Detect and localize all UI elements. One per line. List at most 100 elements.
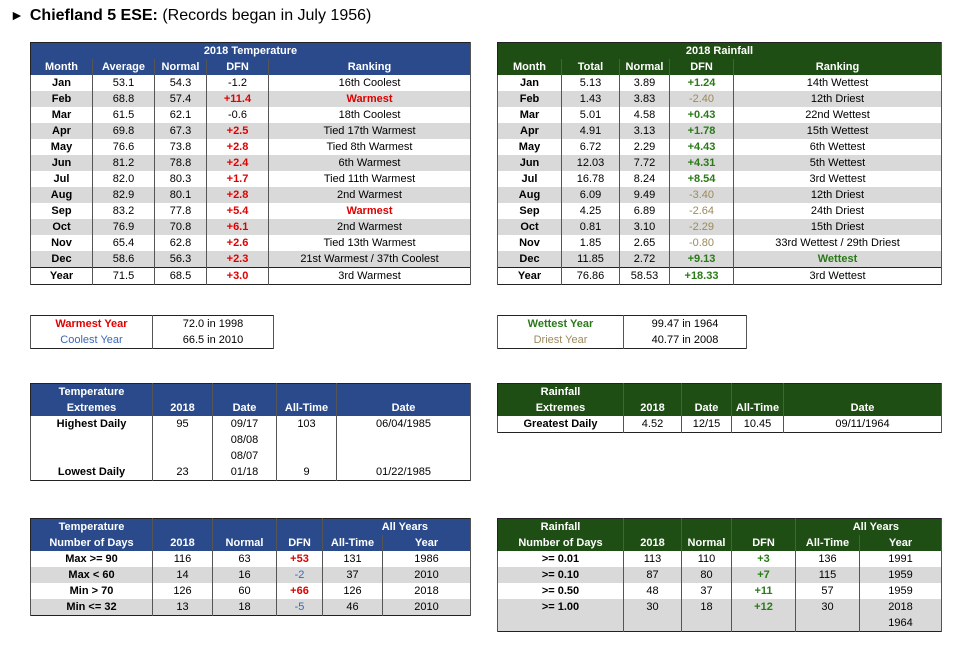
table-cell: 78.8: [154, 155, 207, 171]
driest-year-value: 40.77 in 2008: [623, 332, 747, 349]
temperature-extremes-table: Temperature Extremes 2018 Date All-Time Date…: [30, 383, 471, 481]
records-note: (Records began in July 1956): [162, 7, 372, 24]
temperature-year-records: Warmest Year 72.0 in 1998 Coolest Year 66.…: [30, 315, 274, 349]
table-cell: 15th Wettest: [733, 123, 942, 139]
table-cell: 1.43: [561, 91, 620, 107]
table-row: >= 0.01 113 110 +3 136 1991: [497, 551, 942, 567]
table-cell: +11.4: [206, 91, 269, 107]
date-cell: 09/11/1964: [783, 416, 942, 433]
table-row: Year 71.5 68.5 +3.0 3rd Warmest: [30, 267, 471, 285]
header-cell: 2018: [623, 535, 682, 551]
header-cell: Extremes: [30, 400, 153, 416]
row-label: Mar: [497, 107, 562, 123]
row-label: Jul: [497, 171, 562, 187]
table-cell: 30: [623, 599, 682, 615]
header-cell: Date: [336, 400, 471, 416]
table-cell: 12th Driest: [733, 91, 942, 107]
header-cell: DFN: [731, 535, 796, 551]
table-cell: 33rd Wettest / 29th Driest: [733, 235, 942, 251]
table-row: Jul 16.78 8.24 +8.54 3rd Wettest: [497, 171, 942, 187]
table-cell: 65.4: [92, 235, 155, 251]
table-cell: 1959: [859, 567, 942, 583]
table-cell: 1.85: [561, 235, 620, 251]
header-cell: Number of Days: [30, 535, 153, 551]
value-cell: 10.45: [731, 416, 784, 433]
table-row: Jun 12.03 7.72 +4.31 5th Wettest: [497, 155, 942, 171]
table-cell: 80.1: [154, 187, 207, 203]
value-cell: 4.52: [623, 416, 682, 433]
table-cell: -2: [276, 567, 323, 583]
table-cell: +11: [731, 583, 796, 599]
table-cell: 30: [795, 599, 860, 615]
table-cell: +9.13: [669, 251, 734, 268]
table-cell: 12.03: [561, 155, 620, 171]
table-cell: +66: [276, 583, 323, 599]
table-cell: +2.8: [206, 139, 269, 155]
table-cell: 113: [623, 551, 682, 567]
temperature-monthly-table: 2018 Temperature Month Average Normal DFN Ra…: [30, 42, 471, 285]
table-cell: 71.5: [92, 267, 155, 285]
table-cell: 18: [212, 599, 277, 616]
table-cell: +4.43: [669, 139, 734, 155]
rainfall-extremes-table: Rainfall Extremes 2018 Date All-Time Date Gr…: [497, 383, 942, 433]
header-cell: Normal: [154, 59, 207, 75]
header-cell: Normal: [619, 59, 670, 75]
row-label: Year: [497, 267, 562, 285]
table-caption: 2018 Temperature: [30, 42, 471, 59]
table-cell: +6.1: [206, 219, 269, 235]
table-cell: 14: [152, 567, 213, 583]
table-cell: +2.8: [206, 187, 269, 203]
header-cell: Rainfall: [497, 518, 624, 535]
row-label: Nov: [30, 235, 93, 251]
header-cell: DFN: [276, 535, 323, 551]
wettest-year-value: 99.47 in 1964: [623, 315, 747, 332]
table-row: Apr 69.8 67.3 +2.5 Tied 17th Warmest: [30, 123, 471, 139]
table-cell: 136: [795, 551, 860, 567]
table-cell: 16.78: [561, 171, 620, 187]
header-cell: Temperature: [30, 383, 153, 400]
table-cell: +7: [731, 567, 796, 583]
table-cell: 46: [322, 599, 383, 616]
row-label: Oct: [497, 219, 562, 235]
header-cell: All-Time: [322, 535, 383, 551]
table-cell: 110: [681, 551, 732, 567]
table-cell: 3rd Warmest: [268, 267, 471, 285]
header-cell: Date: [212, 400, 277, 416]
table-cell: +0.43: [669, 107, 734, 123]
table-row: >= 0.10 87 80 +7 115 1959: [497, 567, 942, 583]
table-header-row: Number of Days 2018 Normal DFN All-Time Year: [30, 535, 471, 551]
row-label: >= 0.10: [497, 567, 624, 583]
date-cell: 06/04/1985: [336, 416, 471, 432]
table-row: Min <= 32 13 18 -5 46 2010: [30, 599, 471, 616]
table-cell: 2nd Warmest: [268, 219, 471, 235]
table-cell: 3.13: [619, 123, 670, 139]
table-cell: 67.3: [154, 123, 207, 139]
table-row: Jan 53.1 54.3 -1.2 16th Coolest: [30, 75, 471, 91]
table-cell: 4.91: [561, 123, 620, 139]
table-cell: 18th Coolest: [268, 107, 471, 123]
table-cell: 1964: [859, 615, 942, 632]
table-cell: +3.0: [206, 267, 269, 285]
table-row: >= 1.00 30 18 +12 30 2018: [497, 599, 942, 615]
header-cell: Total: [561, 59, 620, 75]
header-cell: Ranking: [268, 59, 471, 75]
table-cell: 6.09: [561, 187, 620, 203]
table-cell: Tied 11th Warmest: [268, 171, 471, 187]
header-cell: Normal: [212, 535, 277, 551]
warmest-year-label: Warmest Year: [30, 315, 153, 332]
row-label: >= 0.50: [497, 583, 624, 599]
row-label: Aug: [30, 187, 93, 203]
table-cell: 73.8: [154, 139, 207, 155]
coolest-year-label: Coolest Year: [30, 332, 153, 349]
table-cell: 82.0: [92, 171, 155, 187]
table-cell: 116: [152, 551, 213, 567]
table-row: May 6.72 2.29 +4.43 6th Wettest: [497, 139, 942, 155]
row-label: Year: [30, 267, 93, 285]
table-cell: 2.29: [619, 139, 670, 155]
header-cell: Year: [382, 535, 471, 551]
table-cell: 3rd Wettest: [733, 267, 942, 285]
table-cell: 115: [795, 567, 860, 583]
table-cell: +4.31: [669, 155, 734, 171]
table-cell: 7.72: [619, 155, 670, 171]
row-label: Jun: [497, 155, 562, 171]
